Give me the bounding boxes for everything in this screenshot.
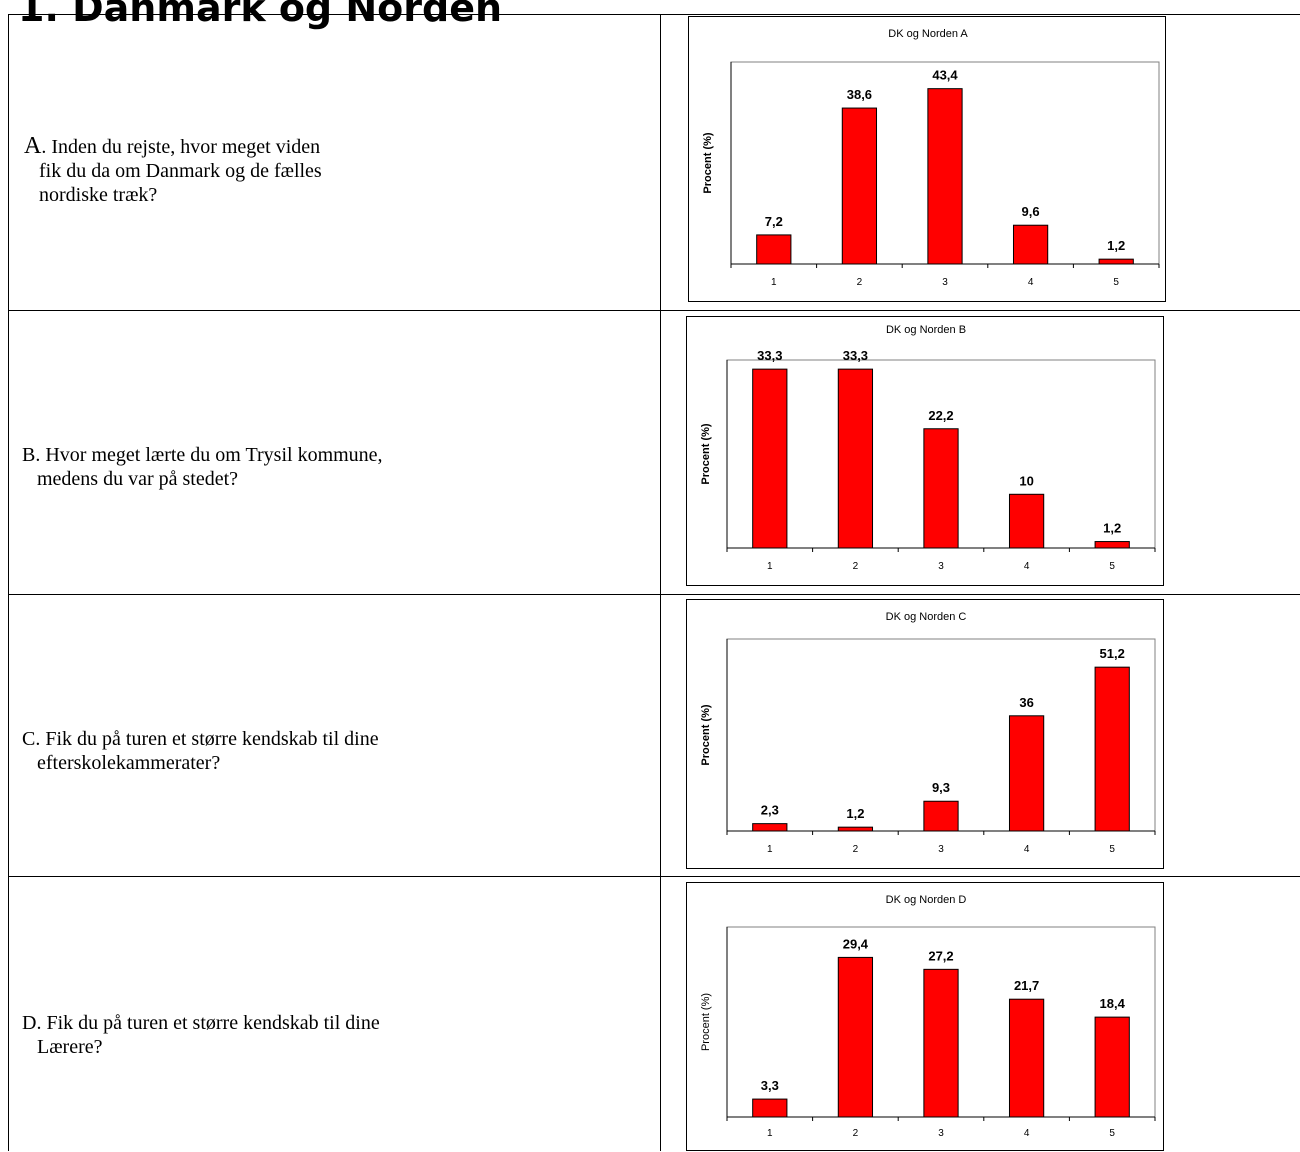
- chart-b: DK og Norden B Procent (%) 33,3 1 33,3 2 22,2 3…: [686, 316, 1164, 586]
- x-tick-label: 5: [1113, 277, 1119, 288]
- data-label: 27,2: [928, 948, 953, 963]
- y-axis-label: Procent (%): [702, 132, 714, 193]
- row-divider: [8, 876, 1300, 877]
- bar: [756, 234, 792, 265]
- row-divider: [8, 310, 1300, 311]
- bar: [752, 1098, 788, 1118]
- chart-c: DK og Norden C Procent (%) 2,3 1 1,2 2 9,3 3 36 4…: [686, 599, 1164, 869]
- y-axis-label: Procent (%): [700, 993, 712, 1051]
- data-label: 51,2: [1100, 646, 1125, 661]
- x-tick-label: 4: [1028, 277, 1034, 288]
- data-label: 43,4: [932, 68, 958, 83]
- question-text: . Hvor meget lærte du om Trysil kommune,…: [35, 444, 383, 490]
- data-label: 1,2: [846, 806, 864, 821]
- data-label: 21,7: [1014, 978, 1039, 993]
- bar: [1094, 541, 1130, 549]
- data-label: 9,6: [1022, 204, 1040, 219]
- question-text: . Fik du på turen et større kendskab til…: [36, 1012, 380, 1058]
- chart-title: DK og Norden C: [886, 611, 967, 623]
- x-tick-label: 1: [767, 561, 773, 572]
- chart-b-svg: DK og Norden B Procent (%) 33,3 1 33,3 2 22,2 3…: [700, 324, 1156, 572]
- x-tick-label: 1: [767, 1128, 773, 1139]
- question-d: D. Fik du på turen et større kendskab ti…: [22, 1011, 380, 1059]
- bar: [837, 826, 874, 832]
- chart-title: DK og Norden A: [888, 28, 968, 40]
- x-tick-label: 3: [938, 1128, 944, 1139]
- chart-title: DK og Norden B: [886, 324, 966, 336]
- chart-a: DK og Norden A Procent (%) 7,2 1 38,6 2 43,4 3 9…: [688, 16, 1166, 302]
- bar: [841, 107, 878, 265]
- x-tick-label: 5: [1109, 561, 1115, 572]
- x-tick-label: 5: [1109, 844, 1115, 855]
- data-label: 9,3: [932, 780, 950, 795]
- data-label: 18,4: [1100, 996, 1126, 1011]
- data-label: 33,3: [843, 348, 868, 363]
- bar: [1094, 666, 1130, 832]
- x-tick-label: 2: [853, 844, 859, 855]
- x-tick-label: 4: [1024, 1128, 1030, 1139]
- y-axis-label: Procent (%): [700, 704, 712, 765]
- question-letter: D: [22, 1012, 37, 1034]
- x-tick-label: 3: [938, 844, 944, 855]
- x-tick-label: 1: [767, 844, 773, 855]
- data-label: 2,3: [761, 803, 779, 818]
- x-tick-label: 3: [938, 561, 944, 572]
- data-label: 38,6: [847, 87, 872, 102]
- x-tick-label: 4: [1024, 844, 1030, 855]
- chart-a-svg: DK og Norden A Procent (%) 7,2 1 38,6 2 43,4 3 9…: [702, 28, 1160, 288]
- question-letter: A: [24, 133, 42, 159]
- data-label: 29,4: [843, 936, 869, 951]
- table-border-top: [8, 14, 1300, 15]
- question-letter: B: [22, 444, 36, 466]
- bar: [1098, 258, 1134, 265]
- bar: [1094, 1016, 1130, 1118]
- x-tick-label: 5: [1109, 1128, 1115, 1139]
- data-label: 3,3: [761, 1078, 779, 1093]
- data-label: 22,2: [928, 408, 953, 423]
- bar: [1008, 715, 1045, 832]
- bar: [1012, 224, 1049, 265]
- bar: [923, 800, 959, 832]
- bar: [1008, 493, 1045, 549]
- x-tick-label: 4: [1024, 561, 1030, 572]
- bar: [752, 368, 788, 549]
- question-a: A. Inden du rejste, hvor meget viden fik…: [24, 134, 322, 207]
- x-tick-label: 2: [853, 1128, 859, 1139]
- chart-d-svg: DK og Norden D Procent (%) 3,3 1 29,4 2 27,2 3 2…: [700, 894, 1156, 1139]
- page-heading: 1. Danmark og Norden: [18, 0, 503, 30]
- chart-d: DK og Norden D Procent (%) 3,3 1 29,4 2 27,2 3 2…: [686, 882, 1164, 1151]
- column-divider: [660, 14, 661, 1151]
- bar: [837, 956, 874, 1118]
- x-tick-label: 2: [853, 561, 859, 572]
- bar: [1008, 998, 1045, 1118]
- chart-c-svg: DK og Norden C Procent (%) 2,3 1 1,2 2 9,3 3 36 4…: [700, 611, 1156, 855]
- bar: [927, 88, 963, 265]
- data-label: 33,3: [757, 348, 782, 363]
- question-letter: C: [22, 728, 36, 750]
- row-divider: [8, 594, 1300, 595]
- data-label: 36: [1019, 695, 1033, 710]
- x-tick-label: 3: [942, 277, 948, 288]
- bar: [923, 968, 959, 1118]
- table-border-left: [8, 14, 9, 1151]
- data-label: 1,2: [1107, 238, 1125, 253]
- data-label: 10: [1019, 473, 1033, 488]
- x-tick-label: 2: [857, 277, 863, 288]
- chart-title: DK og Norden D: [886, 894, 967, 906]
- data-label: 1,2: [1103, 521, 1121, 536]
- y-axis-label: Procent (%): [700, 423, 712, 484]
- bar: [752, 823, 788, 832]
- question-b: B. Hvor meget lærte du om Trysil kommune…: [22, 443, 383, 491]
- question-text: . Inden du rejste, hvor meget viden fik …: [39, 136, 322, 206]
- x-tick-label: 1: [771, 277, 777, 288]
- question-text: . Fik du på turen et større kendskab til…: [35, 728, 379, 774]
- question-c: C. Fik du på turen et større kendskab ti…: [22, 727, 379, 775]
- bar: [923, 428, 959, 549]
- bar: [837, 368, 874, 549]
- data-label: 7,2: [765, 214, 783, 229]
